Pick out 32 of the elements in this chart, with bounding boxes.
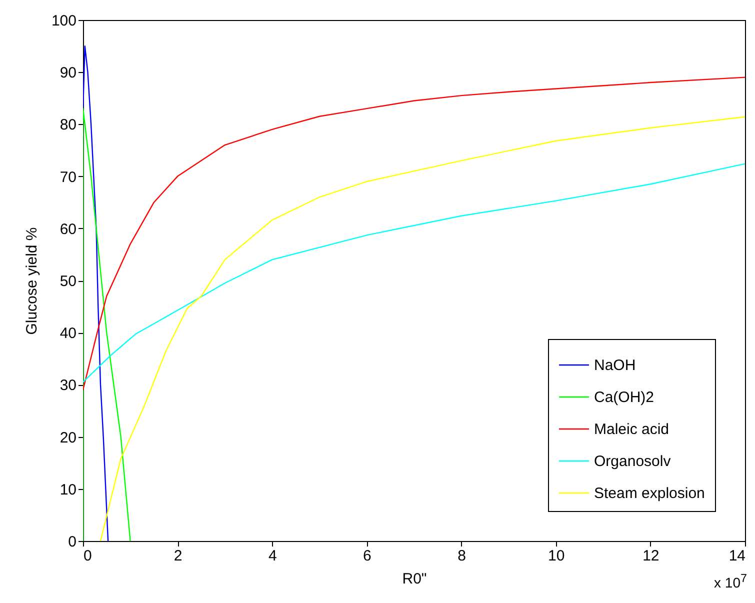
line-series: [83, 76, 745, 391]
x-tick-label: 6: [363, 548, 372, 564]
x-tick-label: 12: [642, 548, 660, 564]
x-tick-label: 10: [548, 548, 565, 564]
line-series: [100, 116, 745, 541]
x-axis-title: R0": [402, 570, 427, 588]
y-tick-label: 60: [60, 220, 76, 238]
y-tick-label: 30: [60, 377, 76, 394]
text: x 10$^{7}$: [714, 572, 747, 591]
y-tick-label: 100: [51, 12, 76, 30]
x-tick-label: 0: [84, 548, 92, 564]
legend-label: Maleic acid: [594, 421, 670, 438]
x-tick-label: 2: [174, 548, 182, 564]
line-series: [83, 108, 131, 541]
y-tick-label: 50: [60, 273, 76, 290]
legend-label: Organosolv: [594, 453, 672, 470]
x-tick-label: 14: [728, 548, 746, 564]
y-tick-label: 80: [60, 116, 76, 134]
line-series: [83, 45, 109, 541]
y-tick-label: 10: [60, 481, 76, 498]
x-tick-label: 4: [268, 548, 277, 564]
y-tick-label: 40: [60, 325, 76, 342]
y-tick-label: 70: [60, 168, 76, 186]
y-tick-label: 0: [68, 534, 76, 550]
x-tick-label: 8: [458, 548, 466, 564]
y-tick-label: 20: [60, 429, 76, 446]
legend-label: NaOH: [594, 357, 636, 374]
line-series: [83, 163, 745, 383]
y-tick-label: 90: [60, 64, 76, 82]
legend-label: Steam explosion: [594, 485, 705, 502]
legend-label: Ca(OH)2: [594, 389, 654, 406]
y-axis-title: Glucose yield %: [23, 227, 40, 335]
